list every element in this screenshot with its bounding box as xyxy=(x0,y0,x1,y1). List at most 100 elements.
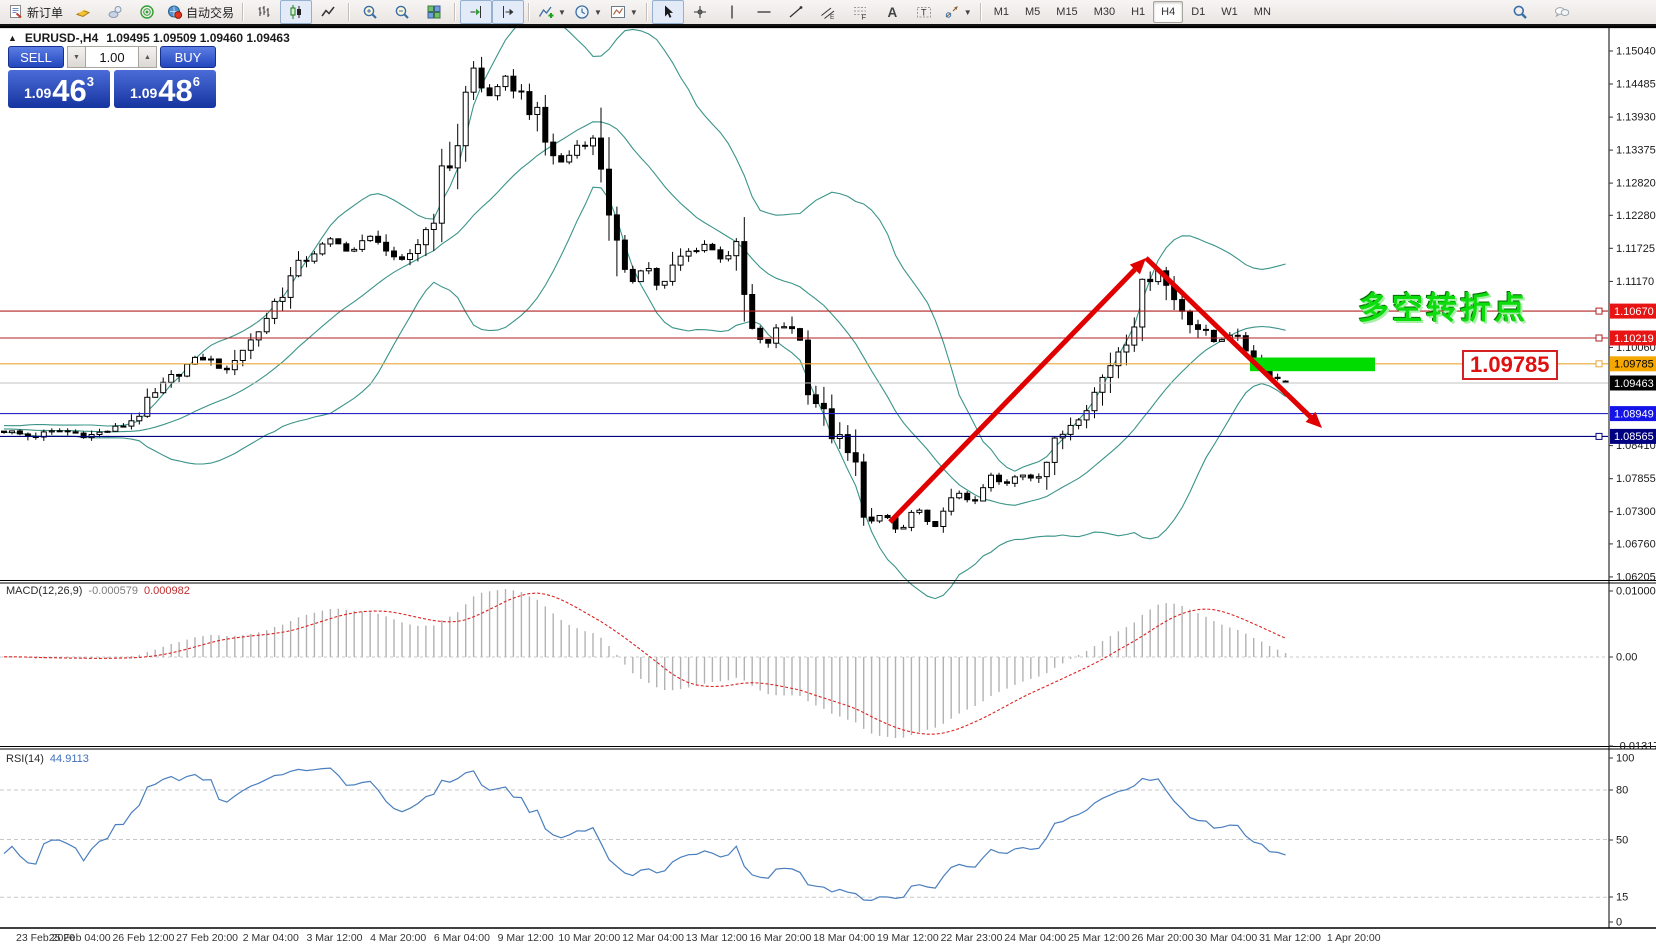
svg-text:A: A xyxy=(887,5,897,20)
volume-input[interactable]: 1.00 xyxy=(86,46,138,68)
dropdown-caret-icon: ▼ xyxy=(558,7,566,17)
chart-shift-button[interactable] xyxy=(492,0,525,24)
svg-text:1.11170: 1.11170 xyxy=(1616,276,1654,288)
timeframe-H4-button[interactable]: H4 xyxy=(1153,1,1184,23)
tile-windows-button[interactable] xyxy=(418,0,450,24)
price-axis[interactable]: 1.15040 1.14485 1.13930 1.13375 1.12820 1.122… xyxy=(1609,46,1656,584)
fibonacci-icon: F xyxy=(853,7,866,21)
svg-text:1.09463: 1.09463 xyxy=(1614,378,1654,390)
label-button[interactable]: T xyxy=(908,0,940,24)
templates-button[interactable]: ▼ xyxy=(606,0,642,24)
community-button[interactable] xyxy=(99,0,131,24)
zoom-out-button[interactable] xyxy=(386,0,418,24)
shapes-icon xyxy=(945,6,958,18)
svg-text:3 Mar 12:00: 3 Mar 12:00 xyxy=(306,932,362,944)
svg-text:9 Mar 12:00: 9 Mar 12:00 xyxy=(498,932,554,944)
timeframe-M15-button[interactable]: M15 xyxy=(1056,6,1078,18)
new-order-icon xyxy=(10,5,22,19)
channel-button[interactable]: E xyxy=(812,0,844,24)
sell-price-pip: 3 xyxy=(86,74,94,89)
rsi-pane xyxy=(0,767,1608,902)
svg-text:50: 50 xyxy=(1616,835,1628,847)
sell-button[interactable]: SELL xyxy=(8,46,64,68)
buy-button[interactable]: BUY xyxy=(160,46,216,68)
autotrading-button[interactable]: 自动交易 xyxy=(163,0,238,24)
trend-arrows[interactable] xyxy=(888,256,1322,524)
sell-price-box[interactable]: 1.09 46 3 xyxy=(8,70,110,108)
signals-icon xyxy=(140,5,154,19)
svg-text:2 Mar 04:00: 2 Mar 04:00 xyxy=(243,932,299,944)
rsi-name: RSI(14) xyxy=(6,753,44,765)
cloud-user-icon xyxy=(108,6,122,18)
new-order-button[interactable]: 新订单 xyxy=(4,0,67,24)
dropdown-caret-icon: ▼ xyxy=(593,7,602,17)
svg-text:4 Mar 20:00: 4 Mar 20:00 xyxy=(370,932,426,944)
svg-text:1.10219: 1.10219 xyxy=(1614,333,1654,345)
timeframe-W1-button[interactable]: W1 xyxy=(1221,6,1238,18)
svg-text:1.13930: 1.13930 xyxy=(1616,112,1656,124)
collapse-arrow-icon[interactable]: ▲ xyxy=(8,33,17,43)
sell-price-prefix: 1.09 xyxy=(24,85,52,101)
svg-text:1.12820: 1.12820 xyxy=(1616,178,1656,190)
chart-shift-icon xyxy=(503,6,514,18)
timeframe-D1-button[interactable]: D1 xyxy=(1191,6,1206,18)
trendline-button[interactable] xyxy=(780,0,812,24)
svg-text:25 Feb 04:00: 25 Feb 04:00 xyxy=(49,932,111,944)
candlestick-button[interactable] xyxy=(280,0,313,24)
svg-text:1.06205: 1.06205 xyxy=(1616,571,1656,583)
svg-text:F: F xyxy=(861,13,866,21)
svg-text:18 Mar 04:00: 18 Mar 04:00 xyxy=(813,932,875,944)
annotation-price-callout: 1.09785 xyxy=(1462,350,1558,380)
search-button[interactable] xyxy=(1504,0,1536,24)
autoscroll-button[interactable] xyxy=(460,0,493,24)
buy-price-big: 48 xyxy=(158,72,193,108)
svg-text:1.06760: 1.06760 xyxy=(1616,538,1656,550)
timeframe-M1-button[interactable]: M1 xyxy=(993,6,1009,18)
zoom-in-button[interactable] xyxy=(354,0,386,24)
buy-price-box[interactable]: 1.09 48 6 xyxy=(114,70,216,108)
shapes-button[interactable]: ▼ xyxy=(940,0,976,24)
bar-chart-button[interactable] xyxy=(248,0,280,24)
svg-text:27 Feb 20:00: 27 Feb 20:00 xyxy=(176,932,238,944)
timeframe-M5-button[interactable]: M5 xyxy=(1025,6,1041,18)
timeframe-MN-button[interactable]: MN xyxy=(1253,6,1271,18)
svg-text:26 Mar 20:00: 26 Mar 20:00 xyxy=(1132,932,1194,944)
line-chart-button[interactable] xyxy=(312,0,344,24)
svg-text:1.14485: 1.14485 xyxy=(1616,79,1656,91)
svg-text:30 Mar 04:00: 30 Mar 04:00 xyxy=(1195,932,1257,944)
svg-text:23 Feb 2020: 23 Feb 2020 xyxy=(16,932,75,944)
timeframe-H1-button[interactable]: H1 xyxy=(1131,6,1146,18)
support-zone-box[interactable] xyxy=(1250,357,1375,372)
volume-increase-button[interactable]: ▲ xyxy=(138,46,157,68)
svg-text:1 Apr 20:00: 1 Apr 20:00 xyxy=(1327,932,1381,944)
toolbar-separator xyxy=(454,3,457,21)
signals-button[interactable] xyxy=(131,0,163,24)
price-levels[interactable] xyxy=(0,307,1608,440)
cursor-icon xyxy=(664,5,673,18)
new-order-button-label: 新订单 xyxy=(27,5,64,20)
periods-button[interactable]: ▼ xyxy=(570,0,606,24)
market-button[interactable] xyxy=(67,0,99,24)
indicators-button[interactable]: ▼ xyxy=(534,0,570,24)
line-chart-icon xyxy=(321,6,335,17)
toolbar-separator xyxy=(979,3,982,21)
vertical-line-button[interactable] xyxy=(716,0,748,24)
vline-icon xyxy=(731,5,733,19)
cursor-button[interactable] xyxy=(651,0,684,24)
fibonacci-button[interactable]: F xyxy=(844,0,876,24)
horizontal-line-button[interactable] xyxy=(748,0,780,24)
text-button[interactable]: A xyxy=(876,0,908,24)
svg-text:24 Mar 04:00: 24 Mar 04:00 xyxy=(1004,932,1066,944)
label-icon: T xyxy=(916,7,931,18)
text-icon: A xyxy=(887,5,897,20)
zoom-in-icon xyxy=(363,5,377,19)
crosshair-button[interactable] xyxy=(684,0,716,24)
trendline-icon xyxy=(789,6,803,18)
timeframe-M30-button[interactable]: M30 xyxy=(1093,6,1116,18)
volume-decrease-button[interactable]: ▼ xyxy=(67,46,86,68)
rsi-value: 44.9113 xyxy=(49,753,89,765)
chat-button[interactable] xyxy=(1546,0,1578,24)
